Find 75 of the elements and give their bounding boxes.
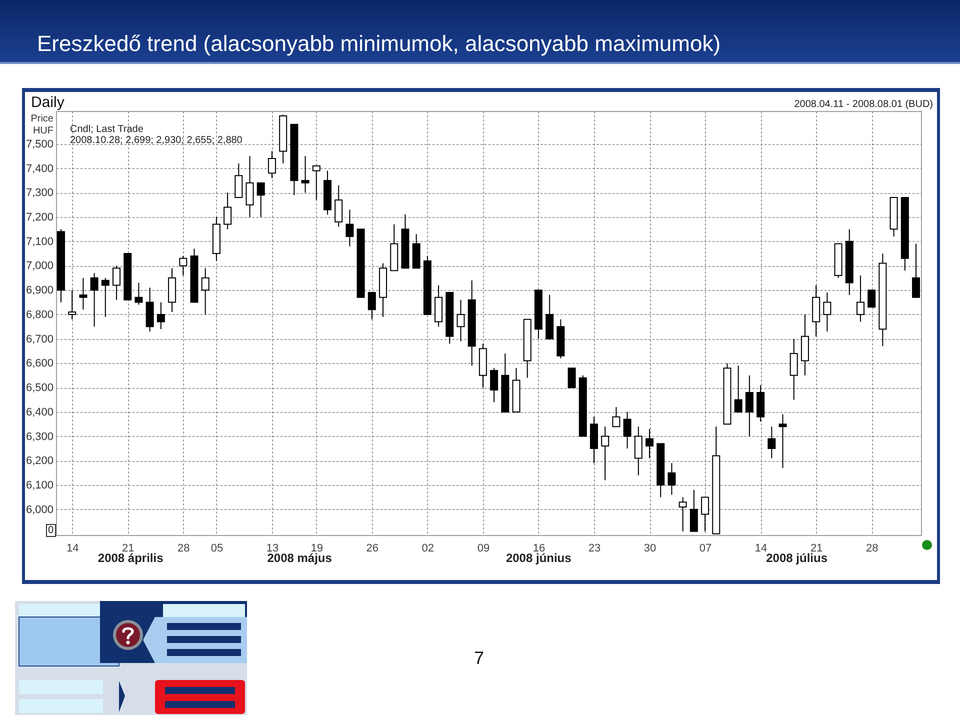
candlestick: [646, 428, 654, 459]
y-tick-label: 6,300: [26, 430, 54, 443]
candlestick: [224, 192, 232, 230]
y-tick-label: 7,300: [26, 187, 54, 200]
candlestick: [156, 302, 165, 330]
candlestick: [112, 265, 121, 300]
x-tick-label: 30: [644, 542, 656, 554]
candlestick: [201, 268, 210, 315]
candlestick: [68, 290, 76, 320]
y-tick-label: 7,400: [26, 162, 54, 175]
candlestick: [346, 209, 354, 247]
candlestick: [301, 156, 310, 194]
y-tick-label: 6,800: [26, 308, 54, 321]
candlestick: [690, 489, 698, 532]
text: 2008.04.11 - 2008.08.01 (BUD): [794, 99, 933, 110]
candlestick: [768, 426, 776, 459]
chart-title: Ereszkedő trend (alacsonyabb minimumok, alacsonyabb maximumok): [37, 31, 721, 57]
candlestick: [745, 374, 754, 437]
y-tick-label: 6,400: [26, 406, 54, 418]
y-tick-label: 6,700: [26, 333, 54, 346]
candlestick: [790, 338, 798, 400]
x-tick-label: 28: [178, 542, 190, 554]
candlestick: [268, 150, 276, 179]
candlestick: [868, 290, 876, 308]
y-tick-label: 6,000: [26, 504, 54, 516]
text: 0: [46, 524, 56, 537]
candlestick: [79, 277, 88, 310]
y-tick-label: 6,600: [26, 358, 54, 370]
candlestick: [823, 292, 832, 332]
x-tick-label: 14: [754, 542, 768, 554]
y-tick-label: 6,100: [26, 480, 54, 492]
x-tick-label: 09: [477, 542, 490, 554]
candlestick: [568, 368, 576, 388]
candlestick: [612, 406, 620, 428]
candlestick: [856, 274, 864, 322]
candlestick: [668, 462, 676, 496]
candlestick: [490, 368, 498, 403]
x-tick-label: 02: [422, 542, 434, 554]
x-tick-label: 14: [66, 542, 79, 554]
y-tick-label: 7,500: [26, 138, 54, 150]
candlestick: [90, 272, 98, 328]
y-tick-label: 7,000: [26, 260, 54, 272]
y-tick-label: 6,900: [26, 284, 54, 297]
x-tick-label: 23: [588, 542, 601, 554]
x-tick-label: 07: [699, 542, 712, 554]
candlestick: [778, 414, 787, 468]
candlestick: [312, 165, 320, 200]
candlestick: [101, 277, 110, 318]
y-tick-label: 7,100: [26, 236, 54, 248]
candlestick: [601, 426, 610, 481]
candlestick: [179, 255, 188, 276]
candlestick: [334, 184, 343, 228]
candlestick: [623, 411, 632, 449]
x-tick-label: 05: [210, 542, 224, 554]
candlestick: [912, 243, 920, 298]
y-tick-label: 6,500: [26, 382, 54, 394]
y-tick-label: 7,200: [26, 212, 54, 224]
y-axis-title: Price HUF: [30, 114, 54, 136]
candlestick: [256, 182, 265, 218]
candlestick: [246, 156, 254, 218]
text: 7: [474, 648, 484, 669]
candlestick: [134, 282, 143, 306]
annotation: 2008.10.28; 2,699; 2,930; 2,655; 2,880: [70, 135, 242, 146]
candlestick: [456, 299, 465, 342]
x-tick-label: 28: [866, 542, 878, 554]
candlestick: [678, 496, 687, 532]
candlestick: [634, 426, 642, 476]
x-tick-label: 26: [366, 542, 379, 554]
chart-subtitle: Daily: [31, 94, 64, 111]
candlestick: [701, 496, 710, 532]
candlestick: [734, 365, 742, 412]
candlestick: [368, 292, 376, 320]
y-tick-label: 6,200: [26, 455, 54, 468]
candlestick: [234, 162, 243, 198]
annotation: Cndl; Last Trade: [70, 124, 144, 135]
